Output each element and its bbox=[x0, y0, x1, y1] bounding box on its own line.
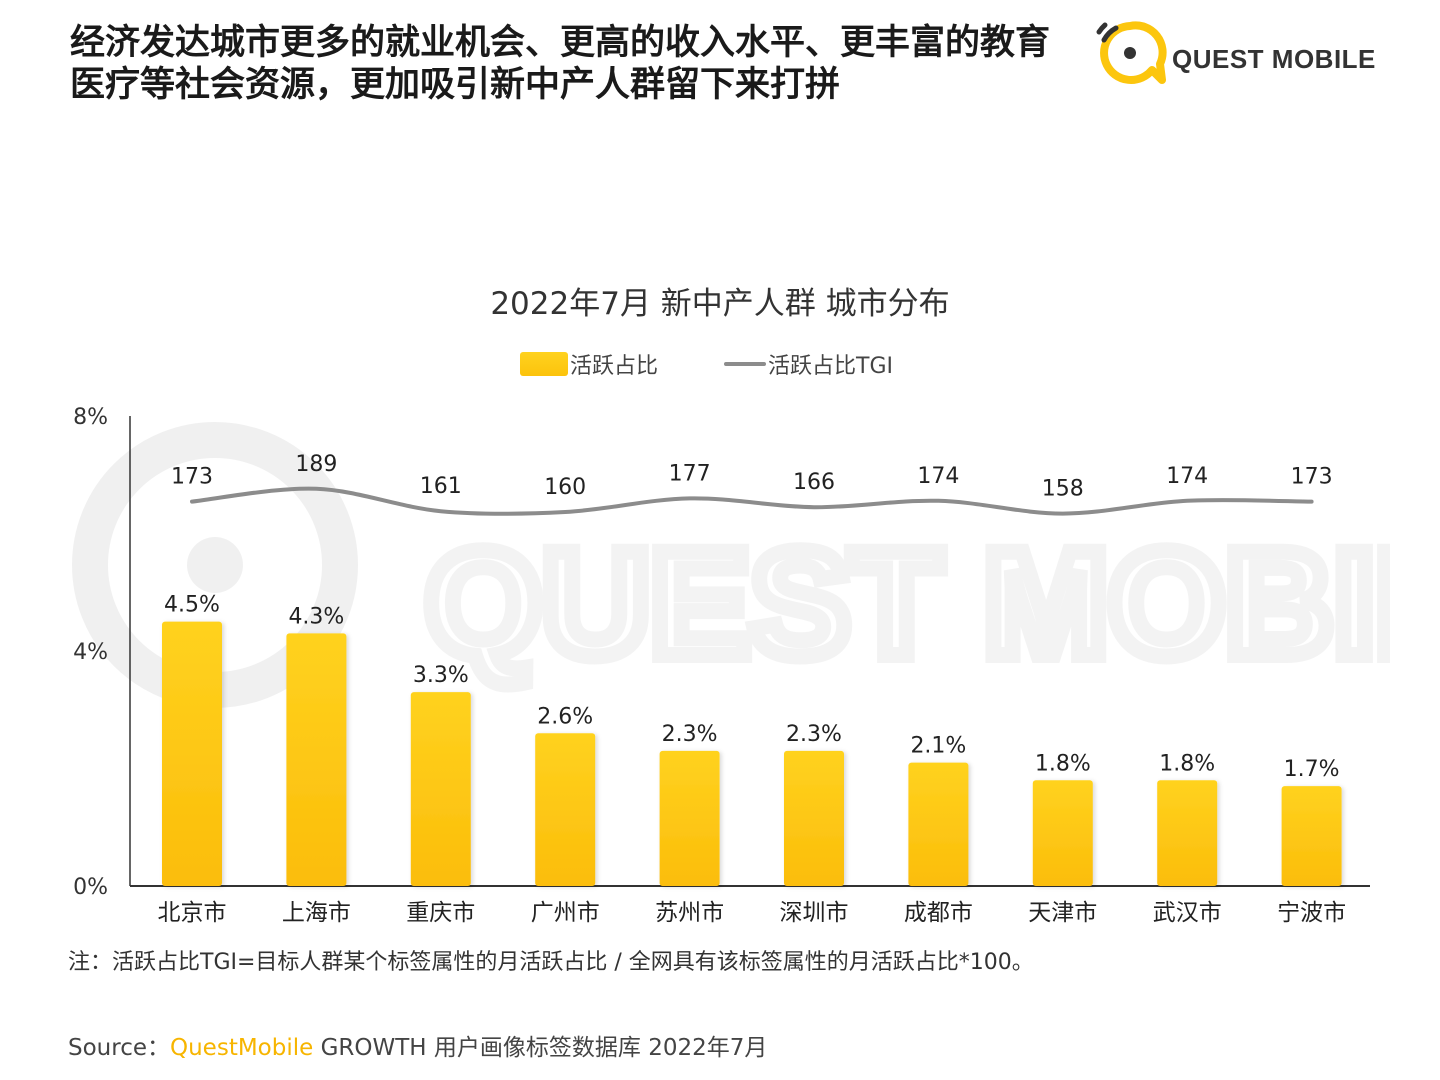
bar bbox=[1281, 786, 1342, 886]
x-tick-label: 深圳市 bbox=[780, 900, 849, 926]
x-tick-label: 上海市 bbox=[282, 900, 351, 926]
tgi-value-label: 177 bbox=[669, 461, 711, 486]
bar bbox=[784, 750, 844, 886]
tgi-value-label: 166 bbox=[793, 470, 835, 495]
bar-value-label: 4.5% bbox=[164, 593, 220, 618]
source-prefix: Source： bbox=[68, 1035, 170, 1061]
bar-value-label: 2.3% bbox=[662, 722, 718, 747]
tgi-value-label: 189 bbox=[295, 452, 337, 477]
legend-item-bar: 活跃占比 bbox=[520, 348, 658, 380]
tgi-line bbox=[190, 486, 1314, 516]
bar-value-label: 2.6% bbox=[537, 704, 593, 729]
headline: 经济发达城市更多的就业机会、更高的收入水平、更丰富的教育 医疗等社会资源，更加吸… bbox=[70, 22, 1080, 106]
x-tick-label: 重庆市 bbox=[406, 900, 475, 926]
bar bbox=[659, 750, 720, 886]
legend-swatch-bar bbox=[520, 352, 568, 376]
tgi-value-label: 173 bbox=[171, 465, 213, 490]
x-tick-label: 宁波市 bbox=[1277, 900, 1346, 926]
x-tick-label: 天津市 bbox=[1028, 900, 1097, 926]
legend-item-line: 活跃占比TGI bbox=[724, 348, 893, 380]
logo-icon bbox=[1096, 21, 1167, 84]
bar-value-label: 2.1% bbox=[910, 734, 966, 759]
legend-label-line: 活跃占比TGI bbox=[768, 354, 893, 379]
bar-value-label: 4.3% bbox=[288, 604, 344, 629]
source-suffix: GROWTH 用户画像标签数据库 2022年7月 bbox=[313, 1035, 768, 1061]
headline-line-1: 经济发达城市更多的就业机会、更高的收入水平、更丰富的教育 bbox=[70, 23, 1051, 63]
tgi-value-label: 158 bbox=[1042, 477, 1084, 502]
chart-note: 注：活跃占比TGI=目标人群某个标签属性的月活跃占比 / 全网具有该标签属性的月… bbox=[68, 950, 1034, 975]
legend-label-bar: 活跃占比 bbox=[570, 354, 659, 379]
tgi-value-label: 161 bbox=[420, 474, 462, 499]
headline-line-2: 医疗等社会资源，更加吸引新中产人群留下来打拼 bbox=[70, 65, 841, 105]
chart-title: 2022年7月 新中产人群 城市分布 bbox=[490, 286, 950, 322]
bar-value-label: 3.3% bbox=[413, 663, 469, 688]
bar bbox=[286, 633, 347, 886]
bar bbox=[410, 692, 471, 886]
quest-mobile-logo: QUEST MOBILE bbox=[1090, 18, 1380, 88]
bar-value-label: 2.3% bbox=[786, 722, 842, 747]
bar-value-label: 1.8% bbox=[1035, 751, 1091, 776]
y-tick-label: 8% bbox=[73, 405, 108, 430]
x-tick-label: 广州市 bbox=[531, 900, 600, 926]
tgi-value-label: 173 bbox=[1291, 465, 1333, 490]
x-tick-label: 北京市 bbox=[158, 900, 227, 926]
bar bbox=[1032, 780, 1093, 886]
bar bbox=[162, 621, 222, 886]
source-brand: QuestMobile bbox=[170, 1035, 314, 1061]
bar-value-label: 1.8% bbox=[1159, 751, 1215, 776]
source-line: Source：QuestMobile GROWTH 用户画像标签数据库 2022… bbox=[68, 1028, 767, 1062]
x-tick-label: 武汉市 bbox=[1153, 900, 1222, 926]
logo-text: QUEST MOBILE bbox=[1172, 44, 1376, 74]
y-tick-label: 0% bbox=[73, 875, 108, 900]
tgi-value-label: 174 bbox=[917, 464, 959, 489]
chart-plot: 0% 4% 8% 4.5% 北京市 4.3% 上海市 3.3% 重庆市 2.6% 广州市 2.3% 苏… bbox=[73, 405, 1370, 926]
x-tick-label: 苏州市 bbox=[655, 900, 724, 926]
legend-swatch-line bbox=[724, 362, 766, 366]
x-tick-label: 成都市 bbox=[904, 900, 973, 926]
bar bbox=[535, 733, 596, 886]
watermark-text: QUEST MOBILE bbox=[425, 519, 1390, 687]
bar bbox=[1157, 780, 1218, 886]
bar-value-label: 1.7% bbox=[1284, 757, 1340, 782]
tgi-value-label: 160 bbox=[544, 475, 586, 500]
y-tick-label: 4% bbox=[73, 640, 108, 665]
bar bbox=[908, 762, 969, 886]
tgi-value-label: 174 bbox=[1166, 464, 1208, 489]
